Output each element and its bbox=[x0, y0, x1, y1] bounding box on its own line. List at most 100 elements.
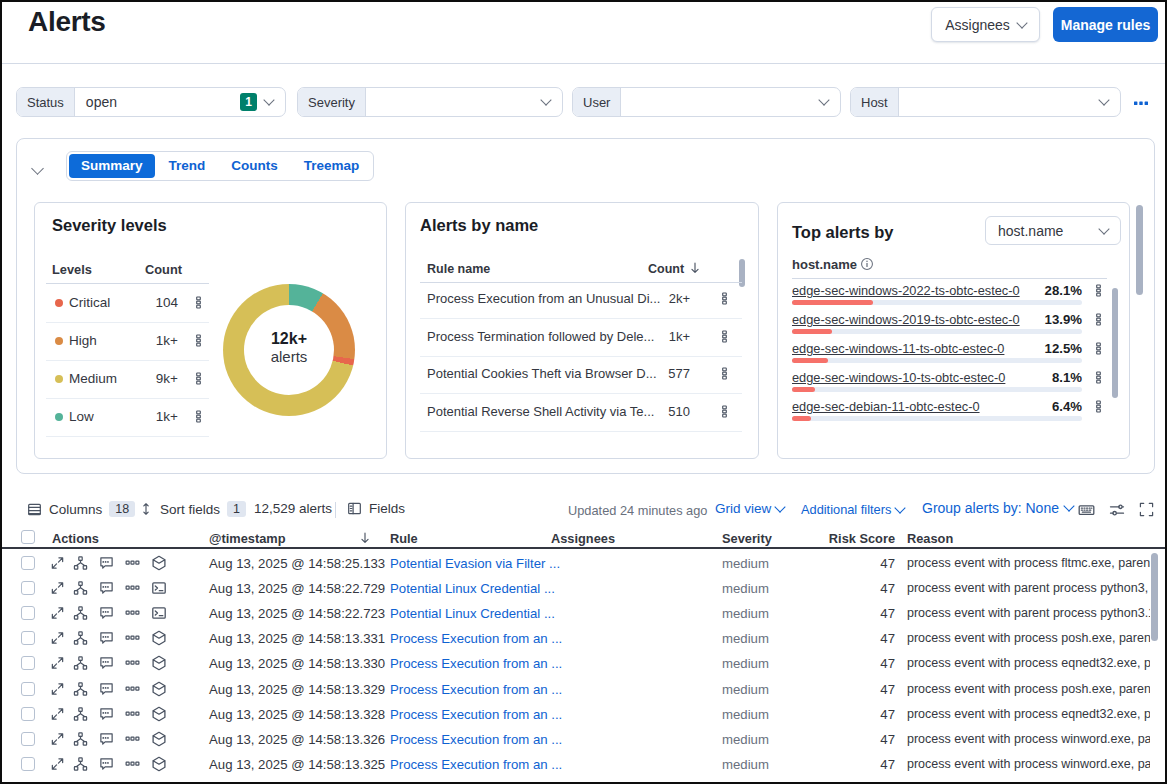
analyzer-icon[interactable] bbox=[73, 757, 88, 772]
rule-link[interactable]: Potential Evasion via Filter ... bbox=[390, 555, 560, 570]
endpoint-icon[interactable] bbox=[151, 731, 167, 747]
additional-filters-dropdown[interactable]: Additional filters bbox=[801, 502, 904, 517]
rule-link[interactable]: Potential Linux Credential ... bbox=[390, 580, 555, 595]
analyzer-icon[interactable] bbox=[73, 631, 88, 646]
row-checkbox[interactable] bbox=[21, 757, 35, 771]
table-scrollbar-thumb[interactable] bbox=[1151, 553, 1158, 641]
expand-alert-icon[interactable] bbox=[50, 757, 65, 772]
endpoint-icon[interactable] bbox=[151, 655, 167, 671]
assignees-button[interactable]: Assignees bbox=[931, 7, 1040, 42]
host-name-cell[interactable]: edge-sec-windows-2019-ts-obtc-estec-0 bbox=[792, 312, 1020, 327]
row-menu-icon[interactable] bbox=[718, 405, 731, 418]
rule-link[interactable]: Process Execution from an ... bbox=[390, 757, 562, 772]
more-actions-icon[interactable] bbox=[125, 656, 140, 671]
host-name-cell[interactable]: edge-sec-windows-11-ts-obtc-estec-0 bbox=[792, 341, 1004, 356]
row-checkbox[interactable] bbox=[21, 606, 35, 620]
rule-link[interactable]: Potential Linux Credential ... bbox=[390, 605, 555, 620]
expand-alert-icon[interactable] bbox=[50, 731, 65, 746]
fullscreen-icon[interactable] bbox=[1139, 502, 1154, 517]
terminal-icon[interactable] bbox=[151, 580, 167, 596]
top-alerts-field-select[interactable]: host.name bbox=[985, 216, 1121, 245]
endpoint-icon[interactable] bbox=[151, 630, 167, 646]
endpoint-icon[interactable] bbox=[151, 706, 167, 722]
tab-summary[interactable]: Summary bbox=[69, 154, 155, 178]
rule-link[interactable]: Process Execution from an ... bbox=[390, 706, 562, 721]
more-actions-icon[interactable] bbox=[125, 555, 140, 570]
expand-alert-icon[interactable] bbox=[50, 706, 65, 721]
row-menu-icon[interactable] bbox=[718, 367, 731, 380]
endpoint-icon[interactable] bbox=[151, 555, 167, 571]
tab-trend[interactable]: Trend bbox=[157, 154, 218, 178]
row-menu-icon[interactable] bbox=[192, 410, 205, 423]
analyzer-icon[interactable] bbox=[73, 580, 88, 595]
row-checkbox[interactable] bbox=[21, 656, 35, 670]
analyzer-icon[interactable] bbox=[73, 555, 88, 570]
comment-icon[interactable] bbox=[99, 706, 114, 721]
more-actions-icon[interactable] bbox=[125, 731, 140, 746]
charts-scrollbar-thumb[interactable] bbox=[1136, 205, 1143, 295]
rule-link[interactable]: Process Execution from an ... bbox=[390, 656, 562, 671]
sort-fields-control[interactable]: Sort fields 1 bbox=[139, 501, 246, 517]
keyboard-shortcuts-icon[interactable] bbox=[1078, 502, 1095, 518]
row-menu-icon[interactable] bbox=[192, 296, 205, 309]
collapse-charts-chevron-icon[interactable] bbox=[33, 159, 42, 177]
analyzer-icon[interactable] bbox=[73, 681, 88, 696]
more-actions-icon[interactable] bbox=[125, 605, 140, 620]
row-menu-icon[interactable] bbox=[718, 330, 731, 343]
comment-icon[interactable] bbox=[99, 580, 114, 595]
filter-host[interactable]: Host bbox=[850, 87, 1121, 117]
row-checkbox[interactable] bbox=[21, 682, 35, 696]
more-actions-icon[interactable] bbox=[125, 757, 140, 772]
expand-alert-icon[interactable] bbox=[50, 681, 65, 696]
top-alerts-scrollbar-thumb[interactable] bbox=[1112, 288, 1118, 398]
row-checkbox[interactable] bbox=[21, 707, 35, 721]
row-checkbox[interactable] bbox=[21, 581, 35, 595]
tab-counts[interactable]: Counts bbox=[219, 154, 290, 178]
row-menu-icon[interactable] bbox=[718, 292, 731, 305]
row-menu-icon[interactable] bbox=[192, 372, 205, 385]
row-menu-icon[interactable] bbox=[1092, 284, 1105, 297]
inspect-icon[interactable] bbox=[1109, 502, 1125, 518]
host-name-cell[interactable]: edge-sec-debian-11-obtc-estec-0 bbox=[792, 399, 980, 414]
expand-alert-icon[interactable] bbox=[50, 580, 65, 595]
expand-alert-icon[interactable] bbox=[50, 605, 65, 620]
more-actions-icon[interactable] bbox=[125, 631, 140, 646]
comment-icon[interactable] bbox=[99, 681, 114, 696]
filter-user[interactable]: User bbox=[572, 87, 841, 117]
row-checkbox[interactable] bbox=[21, 556, 35, 570]
risk-score-header[interactable]: Risk Score bbox=[822, 531, 895, 546]
row-menu-icon[interactable] bbox=[1092, 371, 1105, 384]
analyzer-icon[interactable] bbox=[73, 731, 88, 746]
fields-control[interactable]: Fields bbox=[347, 501, 405, 516]
select-all-checkbox[interactable] bbox=[21, 530, 35, 544]
filter-more-icon[interactable] bbox=[1133, 95, 1149, 111]
comment-icon[interactable] bbox=[99, 605, 114, 620]
comment-icon[interactable] bbox=[99, 731, 114, 746]
comment-icon[interactable] bbox=[99, 757, 114, 772]
host-name-cell[interactable]: edge-sec-windows-10-ts-obtc-estec-0 bbox=[792, 370, 1005, 385]
group-alerts-dropdown[interactable]: Group alerts by: None bbox=[922, 500, 1073, 516]
row-menu-icon[interactable] bbox=[1092, 313, 1105, 326]
rule-header[interactable]: Rule bbox=[390, 531, 418, 546]
comment-icon[interactable] bbox=[99, 555, 114, 570]
analyzer-icon[interactable] bbox=[73, 656, 88, 671]
filter-severity[interactable]: Severity bbox=[297, 87, 563, 117]
terminal-icon[interactable] bbox=[151, 605, 167, 621]
comment-icon[interactable] bbox=[99, 631, 114, 646]
expand-alert-icon[interactable] bbox=[50, 656, 65, 671]
count-sort-arrow-icon[interactable] bbox=[688, 261, 702, 275]
reason-header[interactable]: Reason bbox=[907, 531, 953, 546]
columns-control[interactable]: Columns 18 bbox=[27, 501, 135, 517]
row-menu-icon[interactable] bbox=[192, 334, 205, 347]
row-menu-icon[interactable] bbox=[1092, 342, 1105, 355]
tab-treemap[interactable]: Treemap bbox=[292, 154, 372, 178]
timestamp-sort-arrow-icon[interactable] bbox=[358, 531, 372, 545]
comment-icon[interactable] bbox=[99, 656, 114, 671]
info-icon[interactable] bbox=[860, 257, 874, 271]
filter-status[interactable]: Status open 1 bbox=[16, 87, 286, 117]
rule-link[interactable]: Process Execution from an ... bbox=[390, 631, 562, 646]
more-actions-icon[interactable] bbox=[125, 706, 140, 721]
expand-alert-icon[interactable] bbox=[50, 631, 65, 646]
analyzer-icon[interactable] bbox=[73, 605, 88, 620]
more-actions-icon[interactable] bbox=[125, 580, 140, 595]
